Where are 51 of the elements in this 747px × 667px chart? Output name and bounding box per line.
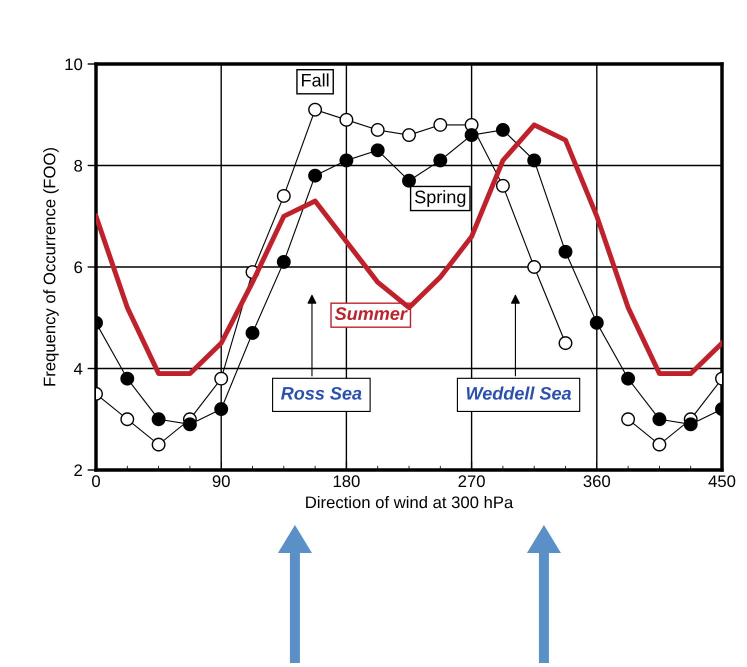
- point: [496, 123, 510, 137]
- x-axis-title: Direction of wind at 300 hPa: [306, 496, 514, 508]
- point: [464, 128, 479, 142]
- point: [433, 153, 448, 168]
- series-label: Fall: [302, 73, 328, 87]
- annotation: Weddell Sea: [466, 386, 572, 400]
- point: [621, 372, 636, 386]
- point: [433, 118, 448, 132]
- y-axis-title: Frequency of Occurrence (FOO): [43, 148, 59, 386]
- point: [308, 102, 322, 117]
- point: [652, 438, 666, 452]
- point: [558, 244, 572, 259]
- series-label: Summer: [334, 307, 408, 320]
- point: [590, 316, 604, 330]
- x-tick-label: 360: [584, 475, 610, 488]
- point: [214, 372, 228, 386]
- point: [402, 174, 416, 188]
- point: [152, 412, 166, 426]
- y-tick-label: 10: [66, 58, 82, 70]
- point: [684, 417, 698, 432]
- x-tick-label: 0: [92, 475, 100, 488]
- point: [276, 189, 291, 203]
- point: [308, 168, 322, 183]
- point: [402, 128, 416, 142]
- x-tick-label: 450: [708, 475, 736, 488]
- point: [496, 178, 510, 193]
- y-tick-label: 8: [74, 160, 82, 172]
- point: [370, 123, 385, 137]
- annotation: Ross Sea: [281, 386, 362, 400]
- point: [339, 153, 354, 168]
- point: [621, 412, 636, 426]
- y-tick-label: 4: [74, 363, 82, 375]
- point: [276, 254, 291, 269]
- series-label: Spring: [415, 190, 466, 207]
- point: [652, 412, 666, 426]
- x-tick-label: 180: [334, 475, 360, 488]
- point: [339, 112, 354, 127]
- x-tick-label: 270: [458, 475, 485, 488]
- point: [120, 372, 134, 386]
- point: [120, 412, 134, 426]
- point: [214, 402, 228, 416]
- y-tick-label: 2: [74, 464, 82, 476]
- point: [182, 417, 197, 432]
- point: [246, 326, 260, 340]
- x-tick-label: 90: [212, 475, 230, 488]
- point: [370, 143, 385, 158]
- point: [558, 336, 572, 350]
- point: [152, 438, 166, 452]
- point: [527, 153, 542, 168]
- point: [527, 260, 542, 274]
- y-tick-label: 6: [74, 261, 82, 274]
